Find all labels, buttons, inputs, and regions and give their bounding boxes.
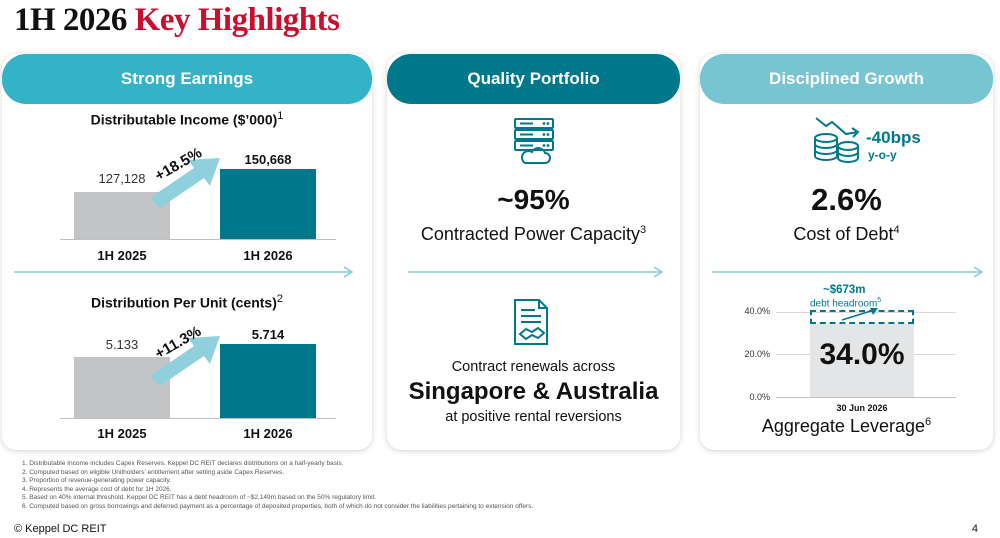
footnote-1: 1. Distributable Income includes Capex R… (22, 460, 344, 467)
dpu-title: Distribution Per Unit (cents)2 (2, 293, 372, 311)
cost-of-debt-footnote-ref: 4 (893, 224, 900, 236)
renewals-note: at positive rental reversions (445, 409, 622, 425)
disciplined-growth-panel: Disciplined Growth -40bps y-o-y 2.6% Cos… (700, 54, 993, 450)
contracted-capacity-label: Contracted Power Capacity3 (387, 224, 680, 245)
dpu-curr-label: 1H 2026 (243, 426, 293, 441)
aggregate-leverage-text: Aggregate Leverage (761, 416, 925, 436)
strong-earnings-header: Strong Earnings (2, 54, 372, 104)
cost-of-debt-label: Cost of Debt4 (700, 224, 993, 245)
page-title: 1H 2026 Key Highlights (14, 2, 340, 39)
dpu-footnote-ref: 2 (276, 293, 284, 305)
leverage-value: 34.0% (819, 338, 905, 371)
di-baseline (60, 239, 336, 240)
di-prev-value: 127,128 (98, 171, 146, 186)
y-tick-20: 20.0% (744, 349, 770, 359)
dpu-growth-arrow-icon (150, 336, 220, 386)
cost-of-debt-text: Cost of Debt (793, 224, 894, 244)
footnote-5: 5. Based on 40% internal threshold. Kepp… (22, 494, 377, 501)
contracted-capacity-text: Contracted Power Capacity (420, 224, 640, 244)
cost-of-debt-value: 2.6% (811, 182, 882, 217)
dpu-prev-bar (74, 357, 170, 418)
footnote-2: 2. Computed based on eligible Unitholder… (22, 468, 285, 476)
quality-portfolio-header: Quality Portfolio (387, 54, 680, 104)
disciplined-growth-header: Disciplined Growth (700, 54, 993, 104)
y-tick-0: 0.0% (749, 392, 770, 402)
earnings-divider-arrow-icon (14, 266, 354, 278)
contracted-capacity-value: ~95% (497, 184, 570, 215)
di-title: Distributable Income ($’000)1 (2, 110, 372, 128)
leverage-date: 30 Jun 2026 (836, 403, 888, 413)
title-year: 1H 2026 (14, 2, 127, 38)
leverage-bar (810, 324, 914, 397)
portfolio-divider-arrow-icon (408, 266, 664, 278)
di-title-text: Distributable Income ($’000) (90, 111, 278, 128)
debt-headroom-label: debt headroom5 (810, 297, 881, 309)
di-growth-arrow-icon (150, 158, 220, 208)
di-prev-label: 1H 2025 (97, 248, 147, 263)
headroom-arrow-icon (841, 308, 878, 321)
di-curr-label: 1H 2026 (243, 248, 293, 263)
leverage-baseline (776, 397, 956, 398)
title-highlight: Key Highlights (134, 2, 340, 38)
dpu-curr-value: 5.714 (251, 327, 285, 342)
dpu-curr-bar (220, 344, 316, 418)
aggregate-leverage-label: Aggregate Leverage6 (700, 416, 993, 437)
debt-headroom-footnote-ref: 5 (877, 297, 882, 304)
strong-earnings-panel: Strong Earnings Distributable Income ($’… (2, 54, 372, 450)
headroom-band (810, 310, 914, 324)
page-number: 4 (971, 523, 978, 535)
footnote-6: 6. Computed based on gross borrowings an… (22, 502, 534, 510)
footnote-3: 3. Proportion of revenue-generating powe… (22, 477, 172, 484)
cost-of-debt-change: -40bps (866, 128, 921, 147)
cost-of-debt-period: y-o-y (868, 148, 897, 162)
dpu-title-text: Distribution Per Unit (cents) (90, 294, 277, 311)
coins-decline-icon (814, 117, 860, 163)
contract-handshake-icon (514, 299, 548, 345)
server-cloud-icon (514, 118, 554, 164)
footnotes: 1. Distributable Income includes Capex R… (22, 460, 533, 511)
footnote-4: 4. Represents the average cost of debt f… (22, 485, 172, 493)
renewals-line: Contract renewals across (451, 359, 616, 375)
di-footnote-ref: 1 (277, 110, 284, 122)
quality-portfolio-panel: Quality Portfolio ~95% Contracted Power … (387, 54, 680, 450)
dpu-prev-label: 1H 2025 (97, 426, 147, 441)
renewals-markets: Singapore & Australia (408, 378, 659, 405)
y-tick-40: 40.0% (744, 306, 770, 316)
contracted-capacity-footnote-ref: 3 (639, 224, 647, 236)
aggregate-leverage-footnote-ref: 6 (925, 416, 932, 428)
copyright: © Keppel DC REIT (14, 523, 107, 535)
dpu-baseline (60, 418, 336, 419)
dpu-prev-value: 5.133 (105, 337, 139, 352)
di-curr-bar (220, 169, 316, 239)
di-curr-value: 150,668 (244, 152, 292, 167)
growth-divider-arrow-icon (712, 266, 984, 278)
debt-headroom-value: ~$673m (823, 284, 866, 296)
debt-headroom-text: debt headroom (810, 298, 878, 310)
